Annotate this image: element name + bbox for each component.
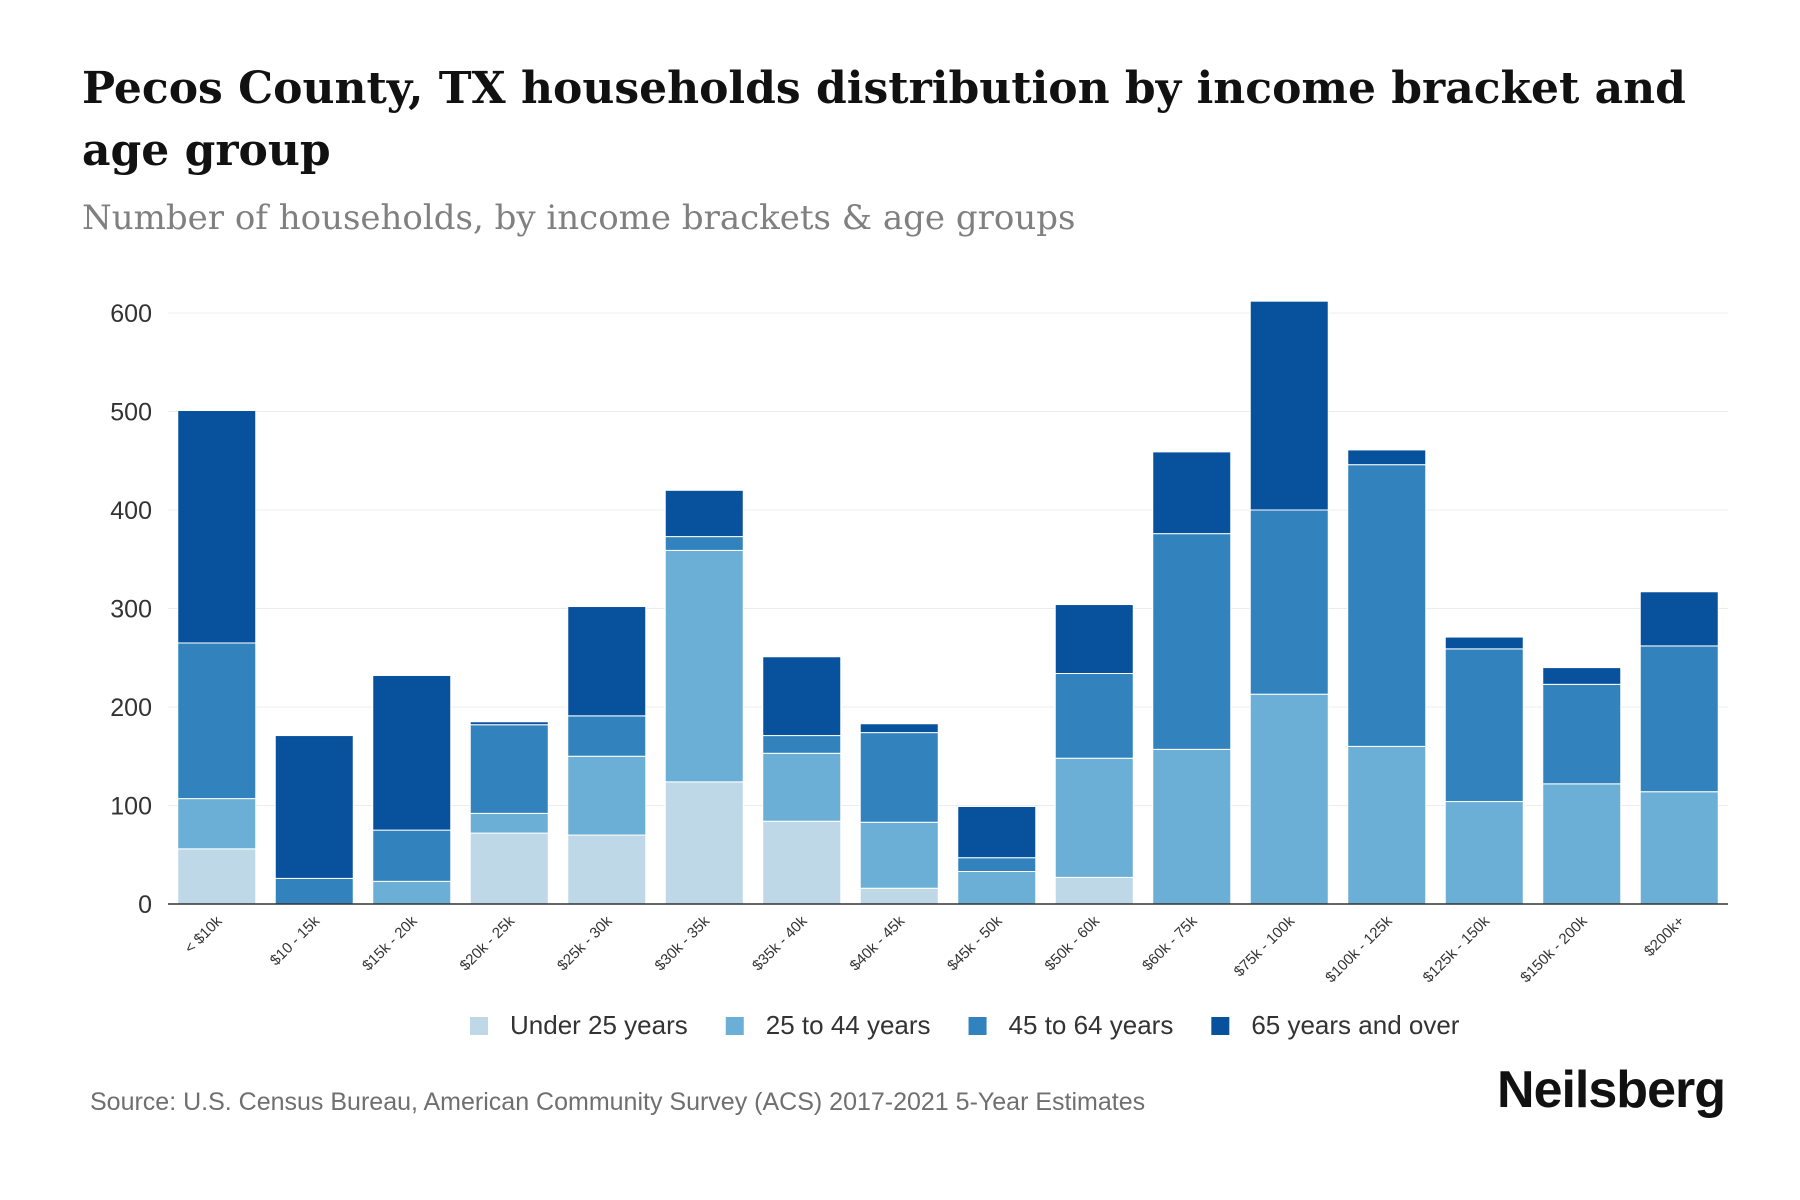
bar-segment-45-to-64-years [1054, 673, 1134, 759]
bar-segment-45-to-64-years [177, 642, 257, 800]
bar-segment-65-years-and-over [274, 735, 354, 879]
legend-label: Under 25 years [510, 1010, 688, 1040]
x-tick-label: < $10k [181, 912, 226, 957]
x-tick-label: $10 - 15k [267, 912, 324, 969]
legend-item: 65 years and over [1211, 1010, 1460, 1040]
bar-segment-25-to-44-years [1347, 745, 1427, 905]
legend-swatch [1211, 1017, 1230, 1035]
stacked-bar-chart: 0 100 200 300 400 500 600 < $10k $10 - 15k $15k … [110, 300, 1728, 1040]
bar-segment-65-years-and-over [1444, 636, 1524, 650]
legend-swatch [968, 1017, 987, 1035]
source-note: Source: U.S. Census Bureau, American Com… [90, 1088, 1146, 1116]
legend-swatch [725, 1017, 744, 1035]
bar-segment-25-to-44-years [567, 755, 647, 836]
bars [177, 300, 1719, 905]
y-tick-label: 0 [138, 891, 152, 919]
bar-segment-65-years-and-over [567, 606, 647, 717]
bar-segment-65-years-and-over [469, 721, 549, 726]
x-tick-label: $35k - 40k [749, 912, 811, 974]
bar-segment-25-to-44-years [1542, 783, 1622, 905]
bar-segment-under-25-years [1054, 876, 1134, 905]
y-axis-ticks: 0 100 200 300 400 500 600 [110, 300, 152, 919]
y-tick-label: 300 [110, 596, 152, 624]
legend-label: 25 to 44 years [766, 1010, 931, 1040]
bar-segment-45-to-64-years [567, 715, 647, 757]
brand-logo: Neilsberg [1497, 1061, 1726, 1119]
bar-segment-under-25-years [859, 887, 939, 905]
bar-segment-65-years-and-over [1054, 604, 1134, 675]
x-tick-label: $60k - 75k [1139, 912, 1201, 974]
bar-segment-65-years-and-over [1347, 449, 1427, 466]
bar-segment-under-25-years [762, 820, 842, 905]
y-tick-label: 600 [110, 300, 152, 328]
bar-segment-25-to-44-years [1249, 693, 1329, 905]
legend-item: Under 25 years [470, 1010, 688, 1040]
bar-segment-25-to-44-years [1444, 801, 1524, 905]
bar-segment-45-to-64-years [859, 732, 939, 823]
bar-segment-65-years-and-over [1249, 300, 1329, 511]
bar-segment-under-25-years [664, 781, 744, 905]
bar-segment-45-to-64-years [762, 735, 842, 754]
bar-segment-25-to-44-years [957, 870, 1037, 905]
bar-segment-45-to-64-years [1639, 645, 1719, 793]
bar-segment-65-years-and-over [1639, 591, 1719, 647]
chart-title: Pecos County, TX households distribution… [82, 63, 1686, 176]
bar-segment-45-to-64-years [957, 857, 1037, 872]
bar-segment-25-to-44-years [762, 752, 842, 822]
bar-segment-45-to-64-years [1444, 648, 1524, 803]
x-tick-label: $25k - 30k [554, 912, 616, 974]
bar-segment-45-to-64-years [1249, 509, 1329, 695]
x-axis-ticks: < $10k $10 - 15k $15k - 20k $20k - 25k $25k … [181, 912, 1688, 986]
bar-segment-45-to-64-years [469, 724, 549, 814]
legend-label: 65 years and over [1251, 1010, 1459, 1040]
x-tick-label: $150k - 200k [1517, 912, 1591, 986]
bar-segment-25-to-44-years [664, 549, 744, 783]
bar-segment-45-to-64-years [1152, 533, 1232, 750]
legend: Under 25 years 25 to 44 years 45 to 64 yea… [470, 1010, 1460, 1040]
bar-segment-25-to-44-years [372, 880, 452, 905]
bar-segment-under-25-years [177, 848, 257, 905]
bar-segment-25-to-44-years [1639, 791, 1719, 905]
bar-segment-45-to-64-years [1347, 464, 1427, 747]
bar-segment-25-to-44-years [177, 798, 257, 850]
bar-segment-25-to-44-years [1152, 748, 1232, 905]
y-tick-label: 400 [110, 497, 152, 525]
bar-segment-45-to-64-years [372, 829, 452, 882]
legend-item: 25 to 44 years [725, 1010, 931, 1040]
bar-segment-65-years-and-over [664, 489, 744, 538]
x-tick-label: $15k - 20k [359, 912, 421, 974]
x-tick-label: $45k - 50k [944, 912, 1006, 974]
bar-segment-45-to-64-years [274, 877, 354, 905]
x-tick-label: $40k - 45k [847, 912, 909, 974]
bar-segment-65-years-and-over [372, 674, 452, 831]
bar-segment-65-years-and-over [1542, 667, 1622, 685]
legend-swatch [470, 1017, 488, 1035]
bar-segment-45-to-64-years [664, 536, 744, 551]
bar-segment-under-25-years [567, 834, 647, 905]
x-tick-label: $100k - 125k [1322, 912, 1396, 986]
chart-subtitle: Number of households, by income brackets… [82, 198, 1076, 238]
x-tick-label: $125k - 150k [1420, 912, 1494, 986]
bar-segment-25-to-44-years [1054, 757, 1134, 878]
x-tick-label: $30k - 35k [652, 912, 714, 974]
y-tick-label: 100 [110, 793, 152, 821]
bar-segment-65-years-and-over [177, 410, 257, 644]
legend-label: 45 to 64 years [1009, 1010, 1174, 1040]
y-tick-label: 500 [110, 399, 152, 427]
legend-item: 45 to 64 years [968, 1010, 1174, 1040]
bar-segment-65-years-and-over [1152, 451, 1232, 535]
x-tick-label: $20k - 25k [457, 912, 519, 974]
bar-segment-65-years-and-over [762, 656, 842, 737]
bar-segment-25-to-44-years [859, 821, 939, 889]
bar-segment-45-to-64-years [1542, 683, 1622, 785]
bar-segment-65-years-and-over [859, 723, 939, 734]
bar-segment-under-25-years [469, 832, 549, 905]
x-tick-label: $75k - 100k [1231, 912, 1299, 980]
bar-segment-65-years-and-over [957, 805, 1037, 859]
x-tick-label: $200k+ [1641, 913, 1688, 960]
x-tick-label: $50k - 60k [1042, 912, 1104, 974]
bar-segment-25-to-44-years [469, 812, 549, 834]
y-tick-label: 200 [110, 694, 152, 722]
